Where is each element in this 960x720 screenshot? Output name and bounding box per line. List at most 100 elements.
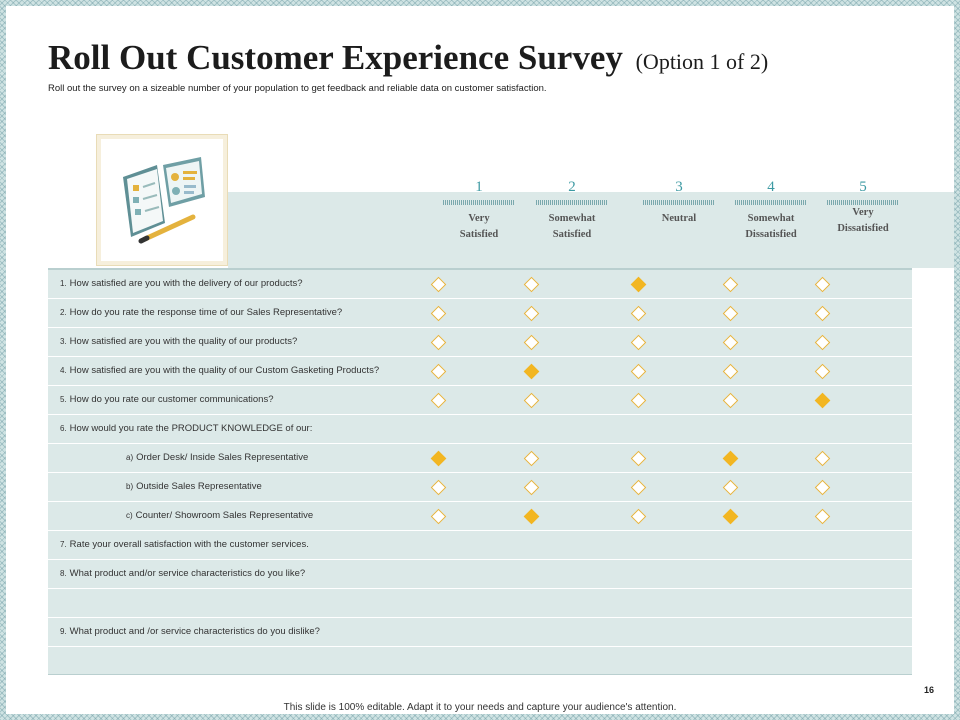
rating-diamond[interactable]: [430, 363, 446, 380]
rating-diamond[interactable]: [630, 508, 646, 525]
survey-table: 1. How satisfied are you with the deliver…: [48, 268, 912, 676]
rating-diamond[interactable]: [722, 479, 738, 496]
rating-diamond[interactable]: [814, 508, 830, 525]
rating-diamond-selected[interactable]: [722, 508, 738, 525]
table-row: [48, 589, 912, 618]
rating-diamond[interactable]: [523, 305, 539, 322]
rating-diamond-selected[interactable]: [814, 392, 830, 409]
rating-diamond[interactable]: [430, 392, 446, 409]
rating-diamond[interactable]: [630, 479, 646, 496]
question-label: How do you rate our customer communicati…: [69, 394, 274, 405]
question-number: a): [126, 453, 134, 462]
question-number: 5.: [60, 395, 67, 404]
question-number: 7.: [60, 540, 67, 549]
rating-diamond[interactable]: [630, 392, 646, 409]
scale-label-line2: Dissatisfied: [837, 223, 889, 234]
rating-diamond[interactable]: [722, 276, 738, 293]
question-text: 2. How do you rate the response time of o…: [60, 299, 342, 327]
rating-diamond[interactable]: [523, 276, 539, 293]
question-label: What product and /or service characteris…: [69, 626, 320, 637]
question-text: 8. What product and/or service characteri…: [60, 560, 305, 588]
scale-divider: [735, 200, 807, 205]
rating-diamond[interactable]: [630, 363, 646, 380]
question-label: Rate your overall satisfaction with the …: [69, 539, 309, 550]
table-row: b) Outside Sales Representative: [48, 473, 912, 502]
title-option: (Option 1 of 2): [635, 49, 769, 74]
rating-diamond-selected[interactable]: [430, 450, 446, 467]
scale-divider: [536, 200, 608, 205]
question-label: What product and/or service characterist…: [69, 568, 306, 579]
scale-number: 1: [475, 179, 483, 195]
question-number: c): [126, 511, 133, 520]
question-number: 6.: [60, 424, 67, 433]
rating-diamond[interactable]: [430, 334, 446, 351]
rating-diamond[interactable]: [814, 334, 830, 351]
footer-note: This slide is 100% editable. Adapt it to…: [283, 702, 677, 713]
question-number: 3.: [60, 337, 67, 346]
rating-diamond[interactable]: [722, 305, 738, 322]
rating-diamond[interactable]: [722, 334, 738, 351]
rating-diamond-selected[interactable]: [722, 450, 738, 467]
question-label: How satisfied are you with the quality o…: [69, 336, 298, 347]
table-row: 7. Rate your overall satisfaction with th…: [48, 531, 912, 560]
table-row: 8. What product and/or service characteri…: [48, 560, 912, 589]
rating-diamond[interactable]: [430, 305, 446, 322]
table-row: 6. How would you rate the PRODUCT KNOWLED…: [48, 415, 912, 444]
rating-diamond[interactable]: [523, 479, 539, 496]
scale-number: 2: [568, 179, 576, 195]
question-label: Outside Sales Representative: [136, 481, 262, 492]
rating-diamond[interactable]: [630, 450, 646, 467]
rating-diamond[interactable]: [430, 508, 446, 525]
rating-diamond[interactable]: [630, 334, 646, 351]
table-row: 9. What product and /or service character…: [48, 618, 912, 647]
rating-diamond[interactable]: [630, 305, 646, 322]
question-text: 9. What product and /or service character…: [60, 618, 320, 646]
rating-diamond[interactable]: [523, 334, 539, 351]
scale-number: 3: [675, 179, 683, 195]
scale-label-line2: Dissatisfied: [745, 229, 797, 240]
question-text: b) Outside Sales Representative: [126, 473, 262, 501]
rating-diamond[interactable]: [722, 363, 738, 380]
rating-diamond[interactable]: [722, 392, 738, 409]
question-label: How would you rate the PRODUCT KNOWLEDGE…: [69, 423, 313, 434]
clipboard-checklist-icon: [123, 157, 205, 244]
rating-diamond[interactable]: [523, 392, 539, 409]
question-text: c) Counter/ Showroom Sales Representative: [126, 502, 313, 530]
table-row: 4. How satisfied are you with the quality…: [48, 357, 912, 386]
scale-label: Neutral: [633, 211, 725, 227]
scale-number: 5: [859, 179, 867, 195]
rating-diamond[interactable]: [523, 450, 539, 467]
question-number: 8.: [60, 569, 67, 578]
rating-diamond[interactable]: [430, 276, 446, 293]
question-text: 7. Rate your overall satisfaction with th…: [60, 531, 309, 559]
scale-label: Very Satisfied: [433, 211, 525, 243]
scale-label-line1: Very: [468, 213, 490, 224]
rating-diamond-selected[interactable]: [523, 363, 539, 380]
question-label: Counter/ Showroom Sales Representative: [135, 510, 314, 521]
question-text: 3. How satisfied are you with the quality…: [60, 328, 297, 356]
question-label: How do you rate the response time of our…: [69, 307, 343, 318]
scale-column-3: 3 Neutral: [633, 178, 725, 227]
question-number: 9.: [60, 627, 67, 636]
question-number: 4.: [60, 366, 67, 375]
scale-divider: [827, 200, 899, 205]
rating-diamond[interactable]: [430, 479, 446, 496]
rating-diamond[interactable]: [814, 276, 830, 293]
scale-label-line1: Somewhat: [548, 213, 596, 224]
page-number: 16: [924, 685, 935, 695]
table-row: c) Counter/ Showroom Sales Representative: [48, 502, 912, 531]
question-number: 1.: [60, 279, 67, 288]
scale-number: 4: [767, 179, 775, 195]
question-text: 5. How do you rate our customer communica…: [60, 386, 274, 414]
question-number: b): [126, 482, 134, 491]
rating-diamond[interactable]: [814, 479, 830, 496]
scale-divider: [643, 200, 715, 205]
rating-diamond-selected[interactable]: [630, 276, 646, 293]
table-row: 3. How satisfied are you with the quality…: [48, 328, 912, 357]
rating-diamond[interactable]: [814, 450, 830, 467]
question-label: How satisfied are you with the quality o…: [69, 365, 380, 376]
rating-diamond[interactable]: [814, 305, 830, 322]
table-row: [48, 647, 912, 676]
rating-diamond-selected[interactable]: [523, 508, 539, 525]
rating-diamond[interactable]: [814, 363, 830, 380]
